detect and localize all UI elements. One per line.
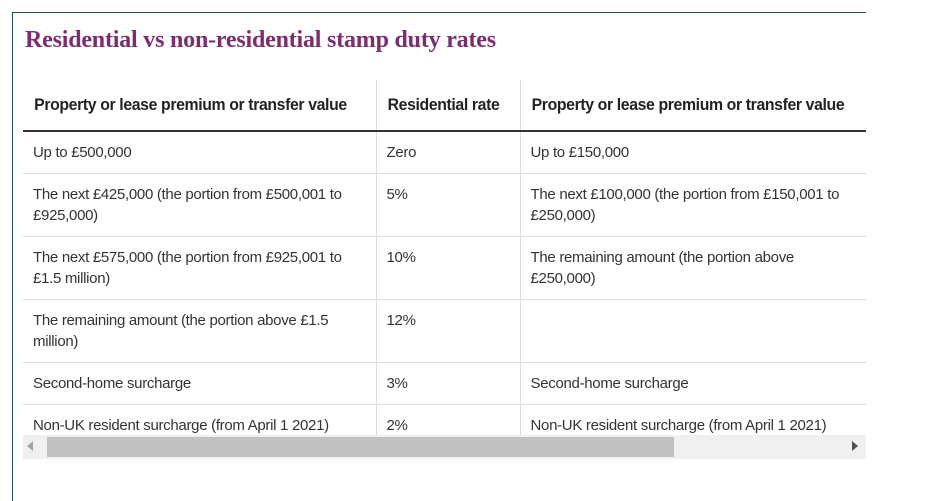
table-scroll-container[interactable]: Property or lease premium or transfer va… <box>23 80 866 435</box>
table-cell: Zero <box>376 131 521 174</box>
table-cell: The next £425,000 (the portion from £500… <box>23 173 377 237</box>
scroll-left-arrow-icon[interactable] <box>27 441 33 451</box>
table-cell <box>520 299 866 363</box>
table-cell: 2% <box>376 404 521 435</box>
table-cell: Non-UK resident surcharge (from April 1 … <box>23 404 377 435</box>
table-title: Residential vs non-residential stamp dut… <box>25 27 496 53</box>
table-cell: Second-home surcharge <box>520 362 866 405</box>
table-cell: Up to £150,000 <box>520 131 866 174</box>
table-cell: Second-home surcharge <box>23 362 377 405</box>
article-frame <box>12 12 866 501</box>
table-row: The remaining amount (the portion above … <box>23 299 866 363</box>
table-row: Non-UK resident surcharge (from April 1 … <box>23 404 866 435</box>
horizontal-scrollbar[interactable] <box>23 435 866 459</box>
scroll-right-arrow-icon[interactable] <box>852 441 858 451</box>
table-cell: 3% <box>376 362 521 405</box>
table-header-row: Property or lease premium or transfer va… <box>23 80 866 132</box>
table-cell: Non-UK resident surcharge (from April 1 … <box>520 404 866 435</box>
table-cell: The next £575,000 (the portion from £925… <box>23 236 377 300</box>
table-cell: 12% <box>376 299 521 363</box>
header-property-value: Property or lease premium or transfer va… <box>23 80 352 132</box>
table-row: The next £425,000 (the portion from £500… <box>23 173 866 237</box>
table-row: Second-home surcharge 3% Second-home sur… <box>23 362 866 405</box>
header-property-value-nonresidential: Property or lease premium or transfer va… <box>520 80 866 132</box>
table-cell: The next £100,000 (the portion from £150… <box>520 173 866 237</box>
header-residential-rate: Residential rate <box>376 80 511 132</box>
scrollbar-thumb[interactable] <box>47 437 674 457</box>
table-cell: 10% <box>376 236 521 300</box>
table-cell: The remaining amount (the portion above … <box>520 236 866 300</box>
table-row: Up to £500,000 Zero Up to £150,000 <box>23 131 866 174</box>
stamp-duty-table: Property or lease premium or transfer va… <box>23 80 866 435</box>
table-row: The next £575,000 (the portion from £925… <box>23 236 866 300</box>
table-cell: The remaining amount (the portion above … <box>23 299 377 363</box>
table-cell: 5% <box>376 173 521 237</box>
table-cell: Up to £500,000 <box>23 131 377 174</box>
